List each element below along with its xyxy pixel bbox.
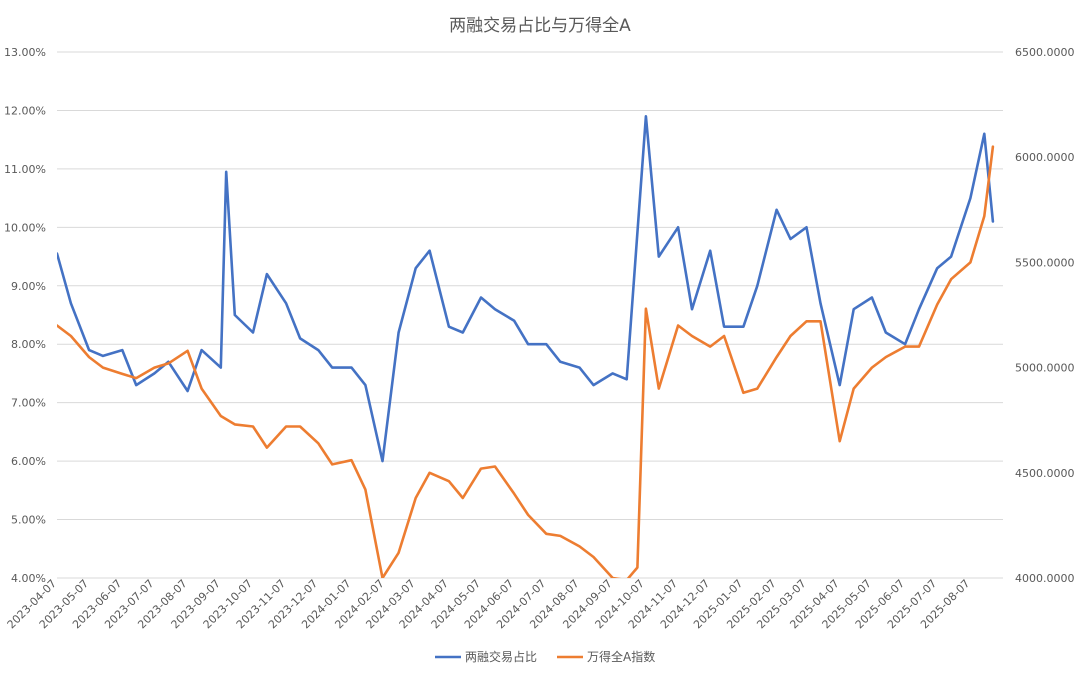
chart-title: 两融交易占比与万得全A <box>449 16 631 36</box>
y-axis-left: 4.00% 5.00% 6.00% 7.00% 8.00% 9.00% 10.00% 11.0… <box>4 46 46 585</box>
series-line-1 <box>57 115 995 463</box>
y-right-tick-label: 6500.0000 <box>1015 46 1075 59</box>
y-left-tick-label: 8.00% <box>11 338 46 351</box>
y-left-tick-label: 5.00% <box>11 514 46 527</box>
y-left-tick-label: 13.00% <box>4 46 46 59</box>
y-left-tick-label: 6.00% <box>11 455 46 468</box>
y-left-tick-label: 10.00% <box>4 221 46 234</box>
y-right-tick-label: 6000.0000 <box>1015 151 1075 164</box>
y-right-tick-label: 4500.0000 <box>1015 467 1075 480</box>
y-right-tick-label: 5500.0000 <box>1015 256 1075 269</box>
legend-label: 两融交易占比 <box>465 649 537 664</box>
y-left-tick-label: 12.00% <box>4 104 46 117</box>
legend-label: 万得全A指数 <box>587 649 655 664</box>
series-lines <box>57 115 995 578</box>
y-right-tick-label: 4000.0000 <box>1015 572 1075 585</box>
y-left-tick-label: 7.00% <box>11 397 46 410</box>
y-right-tick-label: 5000.0000 <box>1015 362 1075 375</box>
series-line-2 <box>57 145 995 578</box>
y-left-tick-label: 4.00% <box>11 572 46 585</box>
legend: 两融交易占比 万得全A指数 <box>435 649 655 664</box>
y-left-tick-label: 11.00% <box>4 163 46 176</box>
y-left-tick-label: 9.00% <box>11 280 46 293</box>
y-axis-right: 4000.0000 4500.0000 5000.0000 5500.0000 6000… <box>1015 46 1075 585</box>
